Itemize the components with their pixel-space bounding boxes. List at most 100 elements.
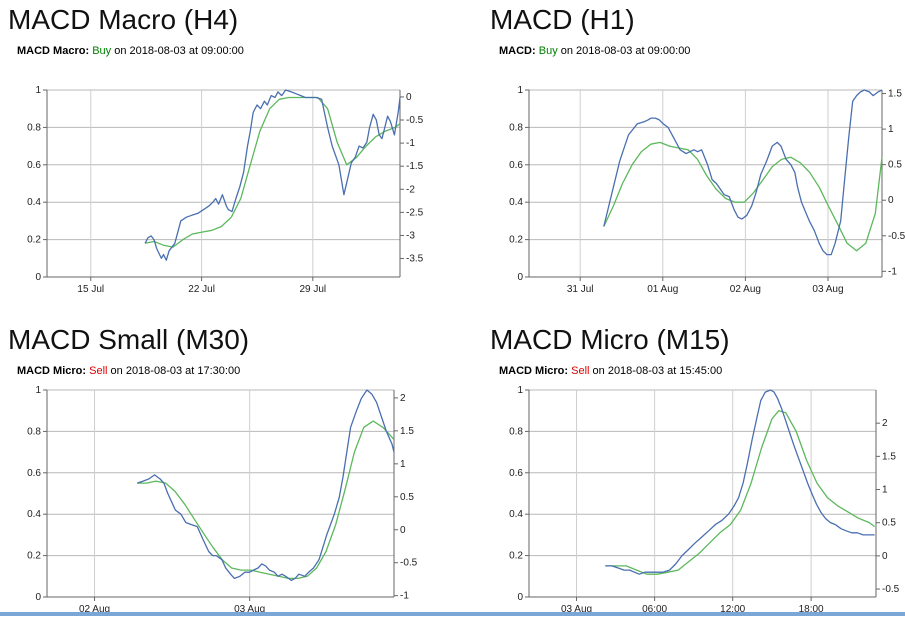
macd-series-line (603, 89, 883, 256)
signal-time: on 2018-08-03 at 17:30:00 (110, 365, 241, 377)
signal-action: Sell (89, 365, 108, 377)
y-tick-label: 0.6 (509, 160, 523, 171)
y2-tick-label: 1.5 (888, 89, 902, 100)
y2-tick-label: 0 (406, 92, 412, 103)
signal-series-line (605, 410, 875, 575)
y-tick-label: 0.8 (27, 122, 41, 133)
x-tick-label: 31 Jul (567, 284, 594, 295)
signal-action: Buy (538, 45, 558, 57)
x-tick-label: 03 Aug (561, 604, 592, 615)
y2-tick-label: 0.5 (882, 518, 896, 529)
chart-title: MACD (H1) (490, 4, 635, 35)
y2-tick-label: -1 (400, 591, 409, 602)
x-tick-label: 12:00 (720, 604, 745, 615)
line-chart: 0 0.2 0.4 0.6 0.8 1 15 Jul 22 Jul 29 Jul 0 -0.5 -1 -… (27, 85, 424, 295)
macd-series-line (136, 389, 395, 582)
y2-tick-label: 1.5 (400, 426, 414, 437)
y-tick-label: 0.2 (509, 551, 523, 562)
y2-tick-label: -2 (406, 184, 415, 195)
y-tick-label: 1 (517, 85, 523, 96)
chart-title: MACD Micro (M15) (490, 324, 730, 355)
signal-action: Buy (92, 45, 112, 57)
y2-tick-label: 0 (888, 195, 894, 206)
x-tick-label: 15 Jul (77, 284, 104, 295)
y2-tick-label: 2 (882, 418, 888, 429)
signal-line: MACD Macro: Buy on 2018-08-03 at 09:00:0… (17, 45, 244, 57)
y2-tick-label: 0 (400, 525, 406, 536)
y2-tick-label: 0 (882, 551, 888, 562)
signal-time: on 2018-08-03 at 09:00:00 (560, 45, 691, 57)
line-chart: 0 0.2 0.4 0.6 0.8 1 03 Aug 06:00 12:00 18:00 2 1.5 1… (509, 385, 900, 615)
y-tick-label: 0.8 (509, 426, 523, 437)
x-tick-label: 03 Aug (234, 604, 265, 615)
x-tick-label: 02 Aug (730, 284, 761, 295)
signal-series-line (144, 96, 401, 248)
x-tick-label: 03 Aug (812, 284, 843, 295)
y2-tick-label: -3.5 (406, 254, 424, 265)
signal-label: MACD Micro: (17, 365, 87, 377)
chart-panel-macd-macro: MACD Macro (H4) MACD Macro: Buy on 2018-… (0, 0, 450, 308)
y-tick-label: 0.4 (509, 197, 523, 208)
y-tick-label: 0.4 (27, 197, 41, 208)
chart-panel-macd-h1: MACD (H1) MACD: Buy on 2018-08-03 at 09:… (482, 0, 905, 308)
signal-time: on 2018-08-03 at 09:00:00 (114, 45, 244, 57)
x-tick-label: 29 Jul (299, 284, 326, 295)
y2-tick-label: -3 (406, 230, 415, 241)
y2-tick-label: -0.5 (888, 231, 905, 242)
chart-panel-macd-micro: MACD Micro (M15) MACD Micro: Sell on 201… (482, 320, 905, 628)
line-chart: 0 0.2 0.4 0.6 0.8 1 02 Aug 03 Aug 2 1.5 1 0.5 0 -0.5 -… (27, 385, 418, 615)
y2-tick-label: -1 (406, 138, 415, 149)
y2-tick-label: 1 (882, 485, 888, 496)
y-tick-label: 0 (517, 592, 523, 603)
x-tick-label: 06:00 (642, 604, 667, 615)
y2-tick-label: 1 (400, 459, 406, 470)
x-tick-label: 02 Aug (79, 604, 110, 615)
y-tick-label: 0.6 (27, 468, 41, 479)
signal-label: MACD: (499, 45, 536, 57)
y-tick-label: 0.6 (27, 160, 41, 171)
y-tick-label: 0.8 (509, 122, 523, 133)
y2-tick-label: 2 (400, 393, 406, 404)
y2-tick-label: -2.5 (406, 207, 424, 218)
y-tick-label: 0.2 (27, 235, 41, 246)
chart-title: MACD Small (M30) (8, 324, 250, 355)
y-tick-label: 0.2 (27, 551, 41, 562)
y-tick-label: 0 (35, 592, 41, 603)
signal-series-line (603, 141, 883, 252)
signal-line: MACD Micro: Sell on 2018-08-03 at 17:30:… (17, 365, 240, 377)
signal-line: MACD Micro: Sell on 2018-08-03 at 15:45:… (499, 365, 722, 377)
y2-tick-label: 1.5 (882, 451, 896, 462)
signal-label: MACD Macro: (17, 45, 90, 57)
y2-tick-label: 0.5 (400, 492, 414, 503)
y-tick-label: 0 (517, 272, 523, 283)
y2-tick-label: -0.5 (400, 558, 418, 569)
y-tick-label: 0 (35, 272, 41, 283)
y2-tick-label: -1 (888, 266, 897, 277)
y-tick-label: 0.6 (509, 468, 523, 479)
y-tick-label: 1 (35, 385, 41, 396)
y-tick-label: 1 (517, 385, 523, 396)
x-tick-label: 01 Aug (647, 284, 678, 295)
signal-series-line (137, 420, 395, 580)
x-tick-label: 18:00 (799, 604, 824, 615)
chart-title: MACD Macro (H4) (8, 4, 239, 35)
macd-series-line (605, 389, 875, 575)
y-tick-label: 0.4 (27, 509, 41, 520)
x-tick-label: 22 Jul (188, 284, 215, 295)
chart-panel-macd-small: MACD Small (M30) MACD Micro: Sell on 201… (0, 320, 450, 628)
line-chart: 0 0.2 0.4 0.6 0.8 1 31 Jul 01 Aug 02 Aug 03 Aug 1.… (509, 85, 905, 295)
y-tick-label: 0.2 (509, 235, 523, 246)
y-tick-label: 0.4 (509, 509, 523, 520)
signal-line: MACD: Buy on 2018-08-03 at 09:00:00 (499, 45, 690, 57)
signal-action: Sell (571, 365, 590, 377)
signal-label: MACD Micro: (499, 365, 569, 377)
y2-tick-label: 1 (888, 124, 894, 135)
y2-tick-label: -0.5 (882, 584, 900, 595)
signal-time: on 2018-08-03 at 15:45:00 (592, 365, 723, 377)
y-tick-label: 0.8 (27, 426, 41, 437)
y-tick-label: 1 (35, 85, 41, 96)
y2-tick-label: -0.5 (406, 115, 424, 126)
macd-series-line (144, 89, 401, 261)
y2-tick-label: 0.5 (888, 160, 902, 171)
y2-tick-label: -1.5 (406, 161, 424, 172)
